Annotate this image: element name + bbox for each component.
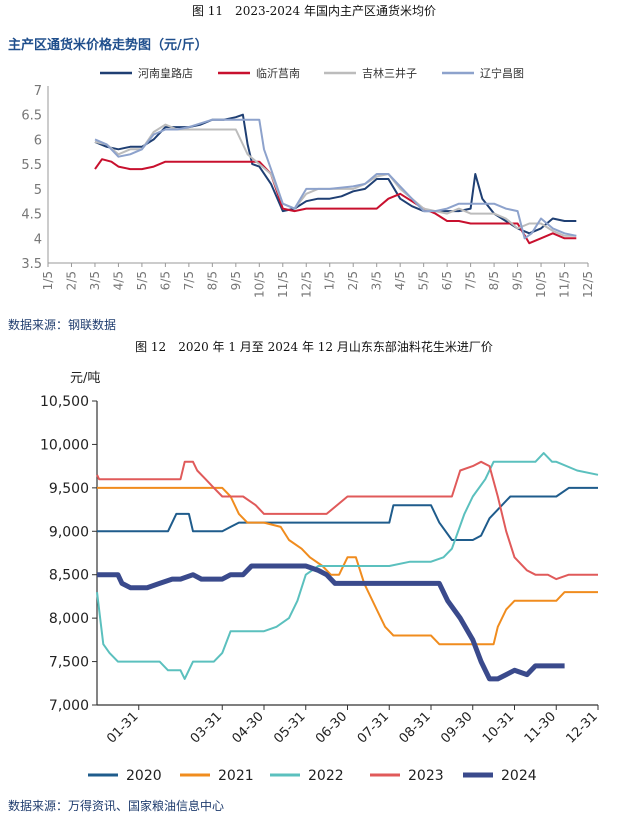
x-tick-label: 12/5 <box>581 271 595 298</box>
x-tick-label: 01-31 <box>104 709 141 746</box>
y-tick-label: 4 <box>34 232 42 247</box>
chart1-caption: 图 11 2023-2024 年国内主产区通货米均价 <box>191 4 437 18</box>
x-tick-label: 07-31 <box>355 709 392 746</box>
x-tick-label: 11/5 <box>558 271 572 298</box>
x-tick-label: 04-30 <box>230 709 267 746</box>
y-tick-label: 8,500 <box>49 568 89 584</box>
legend-label: 2024 <box>501 768 537 784</box>
y-tick-label: 5.5 <box>21 158 42 173</box>
legend-label: 临沂莒南 <box>256 66 300 80</box>
x-tick-label: 6/5 <box>440 271 454 290</box>
chart2-canvas: 元/吨 7,000 7,500 8,000 8,500 9,000 9,500 10,000 1… <box>40 371 601 784</box>
x-tick-label: 10/5 <box>252 271 266 298</box>
y-tick-label: 6 <box>34 133 42 148</box>
legend-label: 2023 <box>408 768 444 784</box>
x-tick-label: 03-31 <box>188 709 225 746</box>
legend-label: 辽宁昌图 <box>480 66 524 80</box>
x-tick-label: 9/5 <box>229 271 243 290</box>
x-tick-label: 3/5 <box>88 271 102 290</box>
x-tick-label: 9/5 <box>511 271 525 290</box>
x-tick-label: 1/5 <box>41 271 55 290</box>
chart1-title: 主产区通货米价格走势图（元/斤） <box>8 38 208 53</box>
y-tick-label: 10,500 <box>40 394 89 410</box>
x-tick-label: 12-31 <box>564 709 601 746</box>
y-tick-label: 7,000 <box>49 698 89 714</box>
x-tick-label: 7/5 <box>182 271 196 290</box>
x-tick-label: 09-30 <box>438 709 475 746</box>
series-line <box>94 113 577 235</box>
y-tick-label: 7,500 <box>49 655 89 671</box>
x-tick-label: 5/5 <box>135 271 149 290</box>
x-tick-label: 06-30 <box>313 709 350 746</box>
x-tick-label: 3/5 <box>370 271 384 290</box>
legend-label: 吉林三井子 <box>362 66 417 80</box>
x-tick-label: 08-31 <box>397 709 434 746</box>
x-tick-label: 2/5 <box>64 271 78 290</box>
x-tick-label: 10-31 <box>480 709 517 746</box>
x-tick-label: 12/5 <box>299 271 313 298</box>
x-tick-label: 5/5 <box>417 271 431 290</box>
x-tick-label: 4/5 <box>393 271 407 290</box>
chart1-canvas: 河南皇路店 临沂莒南 吉林三井子 辽宁昌图 3.5 4 4.5 5 5.5 6 6.5 7 1/5 2/5… <box>21 66 595 298</box>
x-tick-label: 1/5 <box>323 271 337 290</box>
x-tick-label: 8/5 <box>205 271 219 290</box>
legend-label: 2020 <box>126 768 162 784</box>
legend-label: 河南皇路店 <box>138 66 193 80</box>
x-tick-label: 11/5 <box>276 271 290 298</box>
x-tick-label: 2/5 <box>346 271 360 290</box>
y-tick-label: 5 <box>34 183 42 198</box>
series-line <box>94 118 577 240</box>
series-line <box>96 460 598 581</box>
x-tick-label: 11-30 <box>522 709 559 746</box>
y-tick-label: 9,500 <box>49 481 89 497</box>
chart1-source: 数据来源：钢联数据 <box>8 318 117 332</box>
x-tick-label: 10/5 <box>534 271 548 298</box>
series-line <box>97 486 598 541</box>
x-tick-label: 8/5 <box>487 271 501 290</box>
x-tick-label: 6/5 <box>158 271 172 290</box>
y-tick-label: 4.5 <box>21 208 42 223</box>
y-tick-label: 3.5 <box>21 257 42 272</box>
y-tick-label: 7 <box>34 84 42 99</box>
legend-label: 2022 <box>308 768 344 784</box>
y-axis-unit: 元/吨 <box>70 371 100 386</box>
x-tick-label: 05-31 <box>271 709 308 746</box>
y-tick-label: 8,000 <box>49 611 89 627</box>
y-tick-label: 10,000 <box>40 437 89 453</box>
x-tick-label: 4/5 <box>111 271 125 290</box>
series-line <box>97 563 565 682</box>
y-tick-label: 6.5 <box>21 109 42 124</box>
chart2-source: 数据来源：万得资讯、国家粮油信息中心 <box>8 799 225 813</box>
legend-label: 2021 <box>218 768 254 784</box>
x-tick-label: 7/5 <box>464 271 478 290</box>
series-line <box>94 158 577 245</box>
chart2-caption: 图 12 2020 年 1 月至 2024 年 12 月山东东部油料花生米进厂价 <box>135 340 493 354</box>
y-tick-label: 9,000 <box>49 524 89 540</box>
